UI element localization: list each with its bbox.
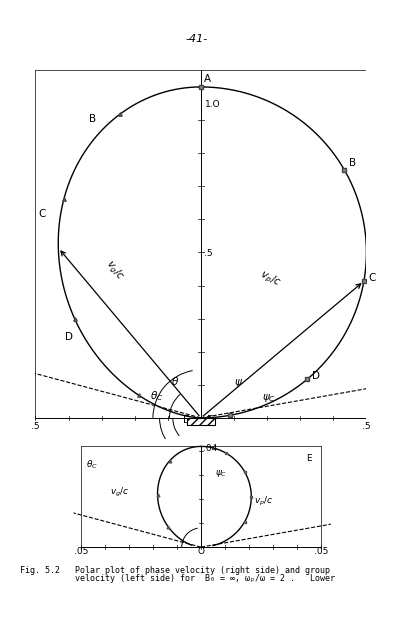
Text: $\theta$: $\theta$ [171,375,179,387]
Text: O: O [197,547,204,556]
Text: .05: .05 [74,547,88,556]
Text: $v_g/c$: $v_g/c$ [110,486,129,499]
Text: $\psi_C$: $\psi_C$ [262,392,276,404]
Text: $\psi_C$: $\psi_C$ [216,468,228,479]
Text: .04: .04 [203,444,217,453]
Text: .5: .5 [204,249,212,258]
Text: .05: .05 [314,547,328,556]
Text: A: A [204,73,211,83]
Text: $v_g/c$: $v_g/c$ [102,258,126,284]
Text: E: E [183,415,189,425]
Text: $\theta_C$: $\theta_C$ [86,459,98,471]
Text: C: C [369,273,376,283]
Text: $\psi$: $\psi$ [234,377,243,389]
Text: C: C [39,209,46,219]
Text: -41-: -41- [186,34,208,44]
Text: velocity (left side) for  B₀ = ∞, ωₚ/ω = 2 .   Lower: velocity (left side) for B₀ = ∞, ωₚ/ω = … [20,574,335,583]
Text: E: E [207,415,213,425]
Text: .5: .5 [362,422,371,432]
Text: B: B [89,114,96,124]
Bar [187,418,215,425]
Text: B: B [349,159,356,169]
Text: D: D [312,371,320,381]
Text: $v_p/c$: $v_p/c$ [254,495,273,508]
Text: $v_p/c$: $v_p/c$ [257,267,284,290]
Text: E: E [307,454,312,463]
Text: D: D [65,333,73,343]
Text: Fig. 5.2   Polar plot of phase velocity (right side) and group: Fig. 5.2 Polar plot of phase velocity (r… [20,566,330,575]
Text: .5: .5 [31,422,40,432]
Text: $\theta_C$: $\theta_C$ [150,390,163,404]
Text: 1.O: 1.O [205,100,221,109]
